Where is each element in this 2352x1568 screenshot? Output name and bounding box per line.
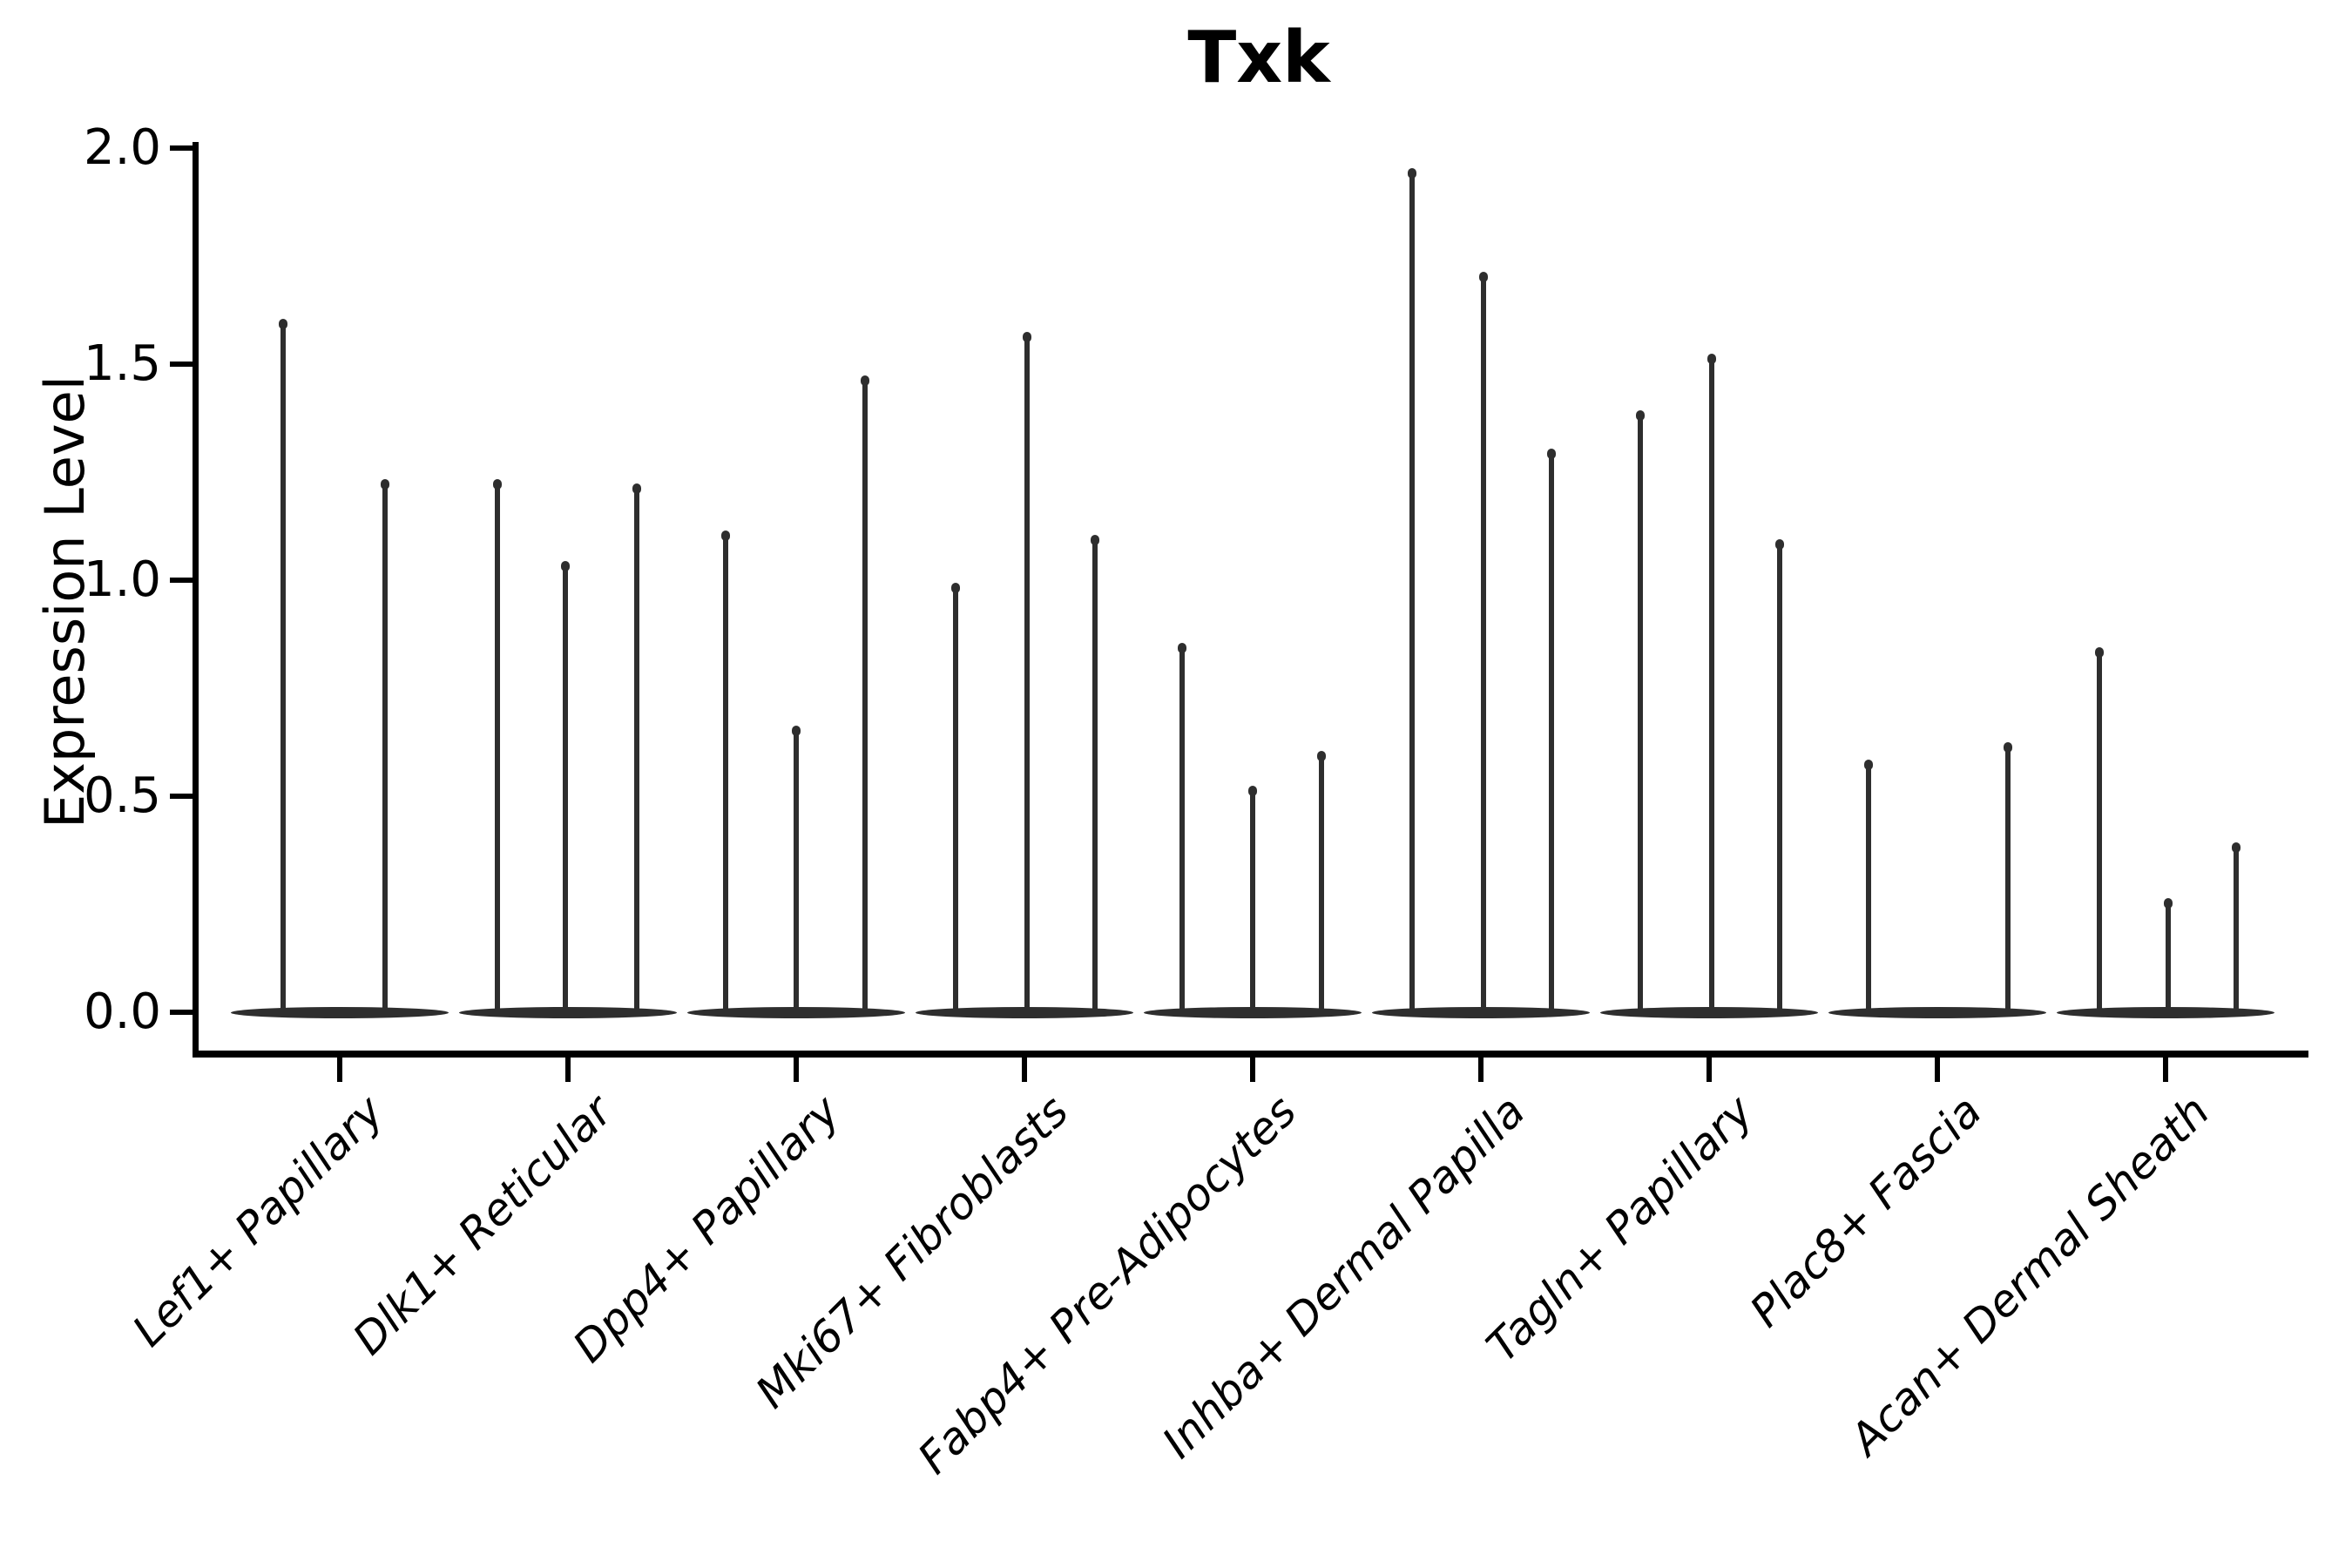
violin-spike-tip	[1408, 167, 1417, 179]
violin-spike	[2234, 843, 2240, 1016]
y-tick-mark	[170, 362, 193, 367]
x-tick-mark	[565, 1058, 571, 1082]
violin-spike	[2097, 649, 2103, 1016]
x-tick-mark	[1478, 1058, 1484, 1082]
violin-spike	[2005, 744, 2011, 1016]
x-tick-label: Fabp4+ Pre-Adipocytes	[909, 1085, 1307, 1484]
violin-spike-tip	[1864, 760, 1874, 771]
y-tick-mark	[170, 145, 193, 151]
y-tick-label: 2.0	[83, 119, 161, 176]
violin-spike	[1250, 787, 1255, 1016]
violin-spike	[1092, 537, 1098, 1016]
violin-spike-tip	[561, 561, 571, 572]
x-tick-mark	[337, 1058, 342, 1082]
violin-spike-tip	[2163, 898, 2173, 909]
violin-spike-tip	[1177, 643, 1186, 654]
y-axis-spine	[193, 142, 199, 1058]
violin-spike-tip	[1478, 271, 1488, 282]
violin-spike	[1549, 450, 1555, 1016]
violin-spike	[280, 321, 286, 1016]
violin-spike-tip	[792, 725, 801, 736]
violin-spike-tip	[860, 375, 869, 386]
x-axis-spine	[193, 1051, 2308, 1058]
violin-spike-tip	[951, 582, 961, 593]
violin-spike-tip	[2004, 742, 2013, 754]
x-tick-label: Lef1+ Papillary	[123, 1085, 394, 1356]
violin-spike-tip	[1547, 449, 1557, 460]
x-tick-mark	[1707, 1058, 1712, 1082]
violin-spike	[1024, 334, 1030, 1016]
violin-spike	[794, 727, 799, 1016]
x-tick-mark	[1935, 1058, 1940, 1082]
violin-spike-tip	[1775, 539, 1785, 551]
x-tick-mark	[794, 1058, 799, 1082]
violin-spike-tip	[2095, 647, 2105, 659]
x-tick-label: Plac8+ Fascia	[1740, 1085, 1991, 1337]
y-tick-label: 0.5	[83, 767, 161, 824]
violin-spike-tip	[381, 478, 390, 490]
violin-spike	[382, 480, 389, 1016]
violin-spike	[1638, 411, 1644, 1016]
violin-base	[1828, 1007, 2046, 1018]
violin-spike	[633, 484, 639, 1016]
violin-spike	[953, 584, 959, 1016]
violin-spike-tip	[1316, 751, 1326, 762]
violin-spike	[1777, 541, 1783, 1016]
violin-spike-tip	[1022, 332, 1031, 343]
y-tick-label: 0.0	[83, 983, 161, 1040]
violin-spike	[1708, 355, 1714, 1016]
violin-spike-tip	[1636, 409, 1646, 421]
y-tick-label: 1.0	[83, 551, 161, 608]
violin-spike-tip	[492, 478, 502, 490]
violin-spike	[494, 480, 500, 1016]
violin-spike	[1480, 273, 1486, 1016]
y-tick-mark	[170, 578, 193, 583]
violin-spike-tip	[1091, 535, 1100, 546]
y-tick-mark	[170, 794, 193, 799]
y-tick-mark	[170, 1010, 193, 1015]
violin-spike-tip	[720, 531, 730, 542]
x-tick-mark	[1250, 1058, 1255, 1082]
violin-spike	[722, 532, 728, 1016]
x-tick-mark	[1022, 1058, 1027, 1082]
violin-spike-tip	[278, 319, 287, 330]
violin-spike-tip	[632, 483, 641, 494]
violin-spike	[2165, 900, 2171, 1016]
violin-base	[231, 1007, 449, 1018]
y-tick-label: 1.5	[83, 335, 161, 392]
violin-spike	[1409, 169, 1416, 1016]
violin-spike	[563, 563, 569, 1016]
violin-spike	[1866, 761, 1872, 1016]
violin-spike-tip	[1248, 786, 1257, 797]
plot-title: Txk	[1187, 17, 1330, 99]
x-tick-mark	[2163, 1058, 2168, 1082]
violin-spike-tip	[2232, 841, 2241, 853]
violin-spike	[1179, 645, 1185, 1016]
violin-spike	[1318, 753, 1324, 1016]
violin-spike-tip	[1707, 354, 1716, 365]
violin-spike	[862, 376, 868, 1016]
